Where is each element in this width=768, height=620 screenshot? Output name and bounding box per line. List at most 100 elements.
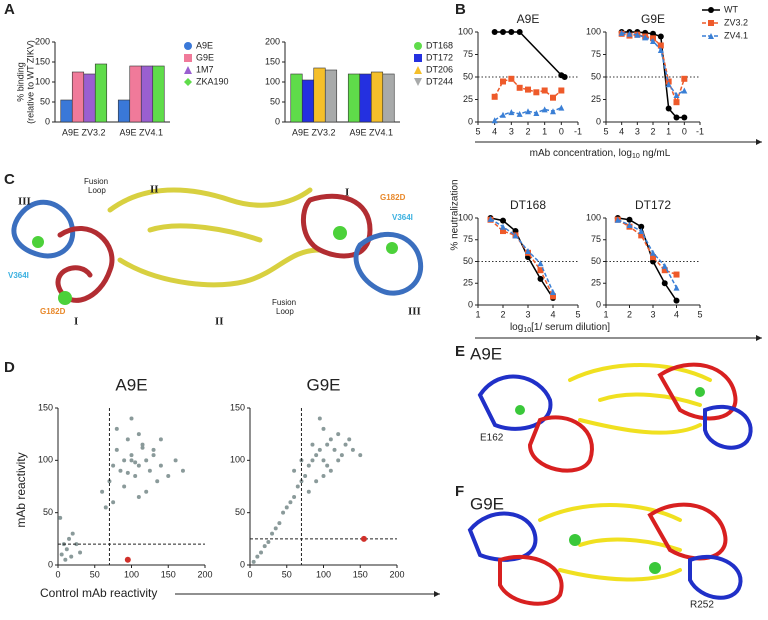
marker [184, 42, 192, 50]
marker [550, 108, 556, 115]
marker [533, 89, 540, 96]
mutation-label: G182D [40, 307, 66, 316]
label-part: Fusion [272, 298, 296, 307]
x-tick-label: A9E ZV3.2 [292, 127, 336, 137]
structure-title: G9E [470, 494, 504, 513]
marker [500, 223, 506, 230]
marker [516, 84, 523, 91]
y-tick-label: 0 [468, 299, 473, 309]
y-tick-label: 50 [591, 71, 601, 81]
marker [673, 114, 680, 121]
marker [500, 78, 506, 85]
series-line [490, 218, 554, 293]
bar [359, 73, 372, 123]
chart-title: DT172 [635, 198, 671, 212]
marker [661, 280, 668, 287]
marker [414, 54, 422, 62]
point [303, 474, 308, 479]
point [59, 552, 64, 557]
marker [541, 106, 548, 113]
marker [541, 87, 548, 94]
marker [533, 110, 540, 116]
y-tick-label: 0 [468, 116, 473, 126]
point [129, 458, 134, 463]
label-part: log [510, 322, 523, 333]
point [78, 550, 83, 555]
x-tick-label: 150 [353, 569, 368, 579]
marker [414, 66, 422, 74]
point [273, 526, 278, 531]
point [336, 458, 341, 463]
marker [516, 110, 523, 117]
x-tick-label: 0 [682, 126, 687, 136]
legend-label: ZKA190 [196, 76, 229, 86]
highlight-point [124, 556, 131, 563]
point [144, 489, 149, 494]
legend-label: DT172 [426, 52, 453, 62]
legend-label: DT168 [426, 40, 453, 50]
x-axis-label: Control mAb reactivity [40, 586, 157, 600]
domain-label: II [215, 316, 224, 328]
structure-e [477, 362, 753, 473]
marker [558, 104, 565, 111]
point [339, 453, 344, 458]
marker [508, 75, 515, 82]
x-tick-label: 5 [575, 309, 580, 319]
point [332, 447, 337, 452]
point [58, 515, 63, 520]
marker [708, 7, 714, 13]
residue-label: E162 [480, 433, 504, 444]
marker [665, 105, 672, 112]
y-tick-label: 50 [463, 256, 473, 266]
legend-label: 1M7 [196, 64, 214, 74]
chart-title: G9E [641, 12, 665, 26]
point [122, 484, 127, 489]
point [100, 489, 105, 494]
x-tick-label: 2 [627, 309, 632, 319]
point [125, 437, 130, 442]
panel-label: D [4, 359, 15, 376]
marker [487, 215, 494, 222]
y-tick-label: 0 [596, 116, 601, 126]
point [251, 559, 256, 564]
point [103, 505, 108, 510]
label-part: mAb concentration, log [530, 148, 632, 159]
y-tick-label: 50 [591, 256, 601, 266]
x-tick-label: 50 [90, 569, 100, 579]
point [262, 544, 267, 549]
bar [94, 63, 108, 123]
point [343, 442, 348, 447]
x-tick-label: 200 [197, 569, 212, 579]
marker [561, 74, 568, 80]
x-tick-label: 3 [509, 126, 514, 136]
point [107, 479, 112, 484]
y-tick-label: 75 [591, 234, 601, 244]
point [317, 447, 322, 452]
bar [313, 67, 326, 123]
series-line [621, 33, 686, 105]
x-tick-label: 100 [316, 569, 331, 579]
y-axis-label: % binding [15, 62, 25, 102]
y-tick-label: 100 [38, 455, 53, 465]
marker [673, 271, 680, 278]
point [284, 505, 289, 510]
label-part: [1/ serum dilution] [531, 322, 610, 333]
point [133, 474, 138, 479]
point [266, 539, 271, 544]
y-tick-label: 0 [45, 116, 50, 126]
point [158, 437, 163, 442]
bar [83, 73, 96, 123]
residue-label: R252 [690, 600, 714, 611]
panel-label: F [455, 483, 464, 500]
marker [500, 29, 506, 35]
marker [512, 232, 519, 239]
point [69, 554, 74, 559]
fusion-loop-label: Fusion Loop [272, 298, 296, 316]
point [151, 453, 156, 458]
y-axis-label: (relative to WT ZIKV) [25, 40, 35, 124]
point [122, 458, 127, 463]
y-tick-label: 50 [270, 96, 280, 106]
fusion-loop-label: Fusion Loop [84, 177, 108, 195]
marker [650, 254, 656, 261]
point [292, 494, 297, 499]
